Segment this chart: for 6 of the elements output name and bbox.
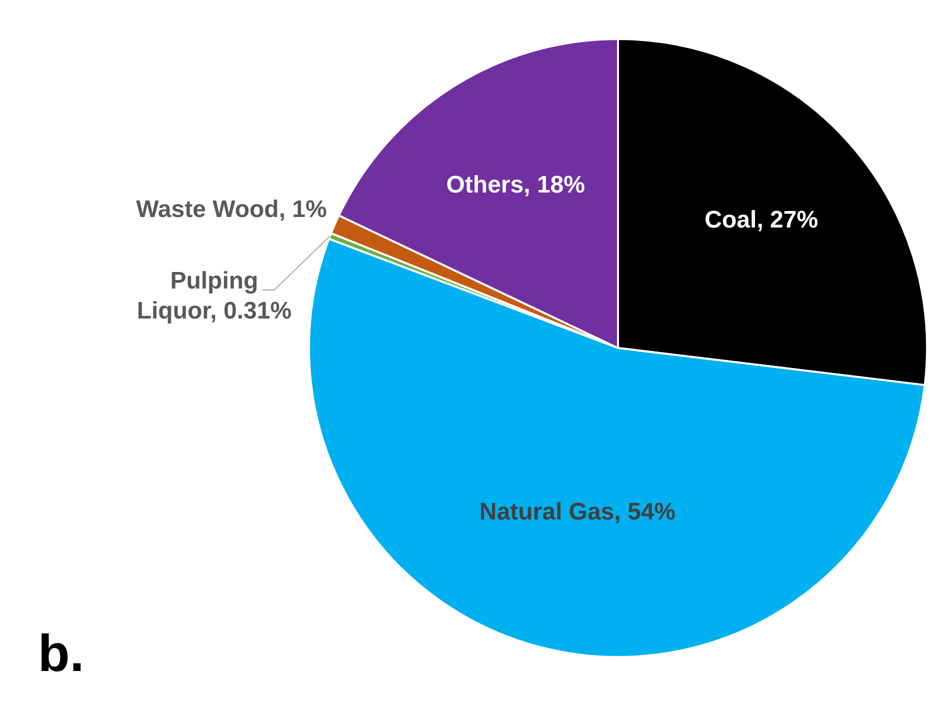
text: b. [38, 624, 84, 684]
slice-label: Waste Wood, 1% [136, 196, 327, 223]
slice-label: Pulping Liquor, 0.31% [136, 268, 292, 325]
slice-label: Natural Gas, 54% [479, 498, 676, 526]
slice-label: Others, 18% [446, 172, 585, 199]
slice-label: Coal, 27% [704, 206, 818, 234]
